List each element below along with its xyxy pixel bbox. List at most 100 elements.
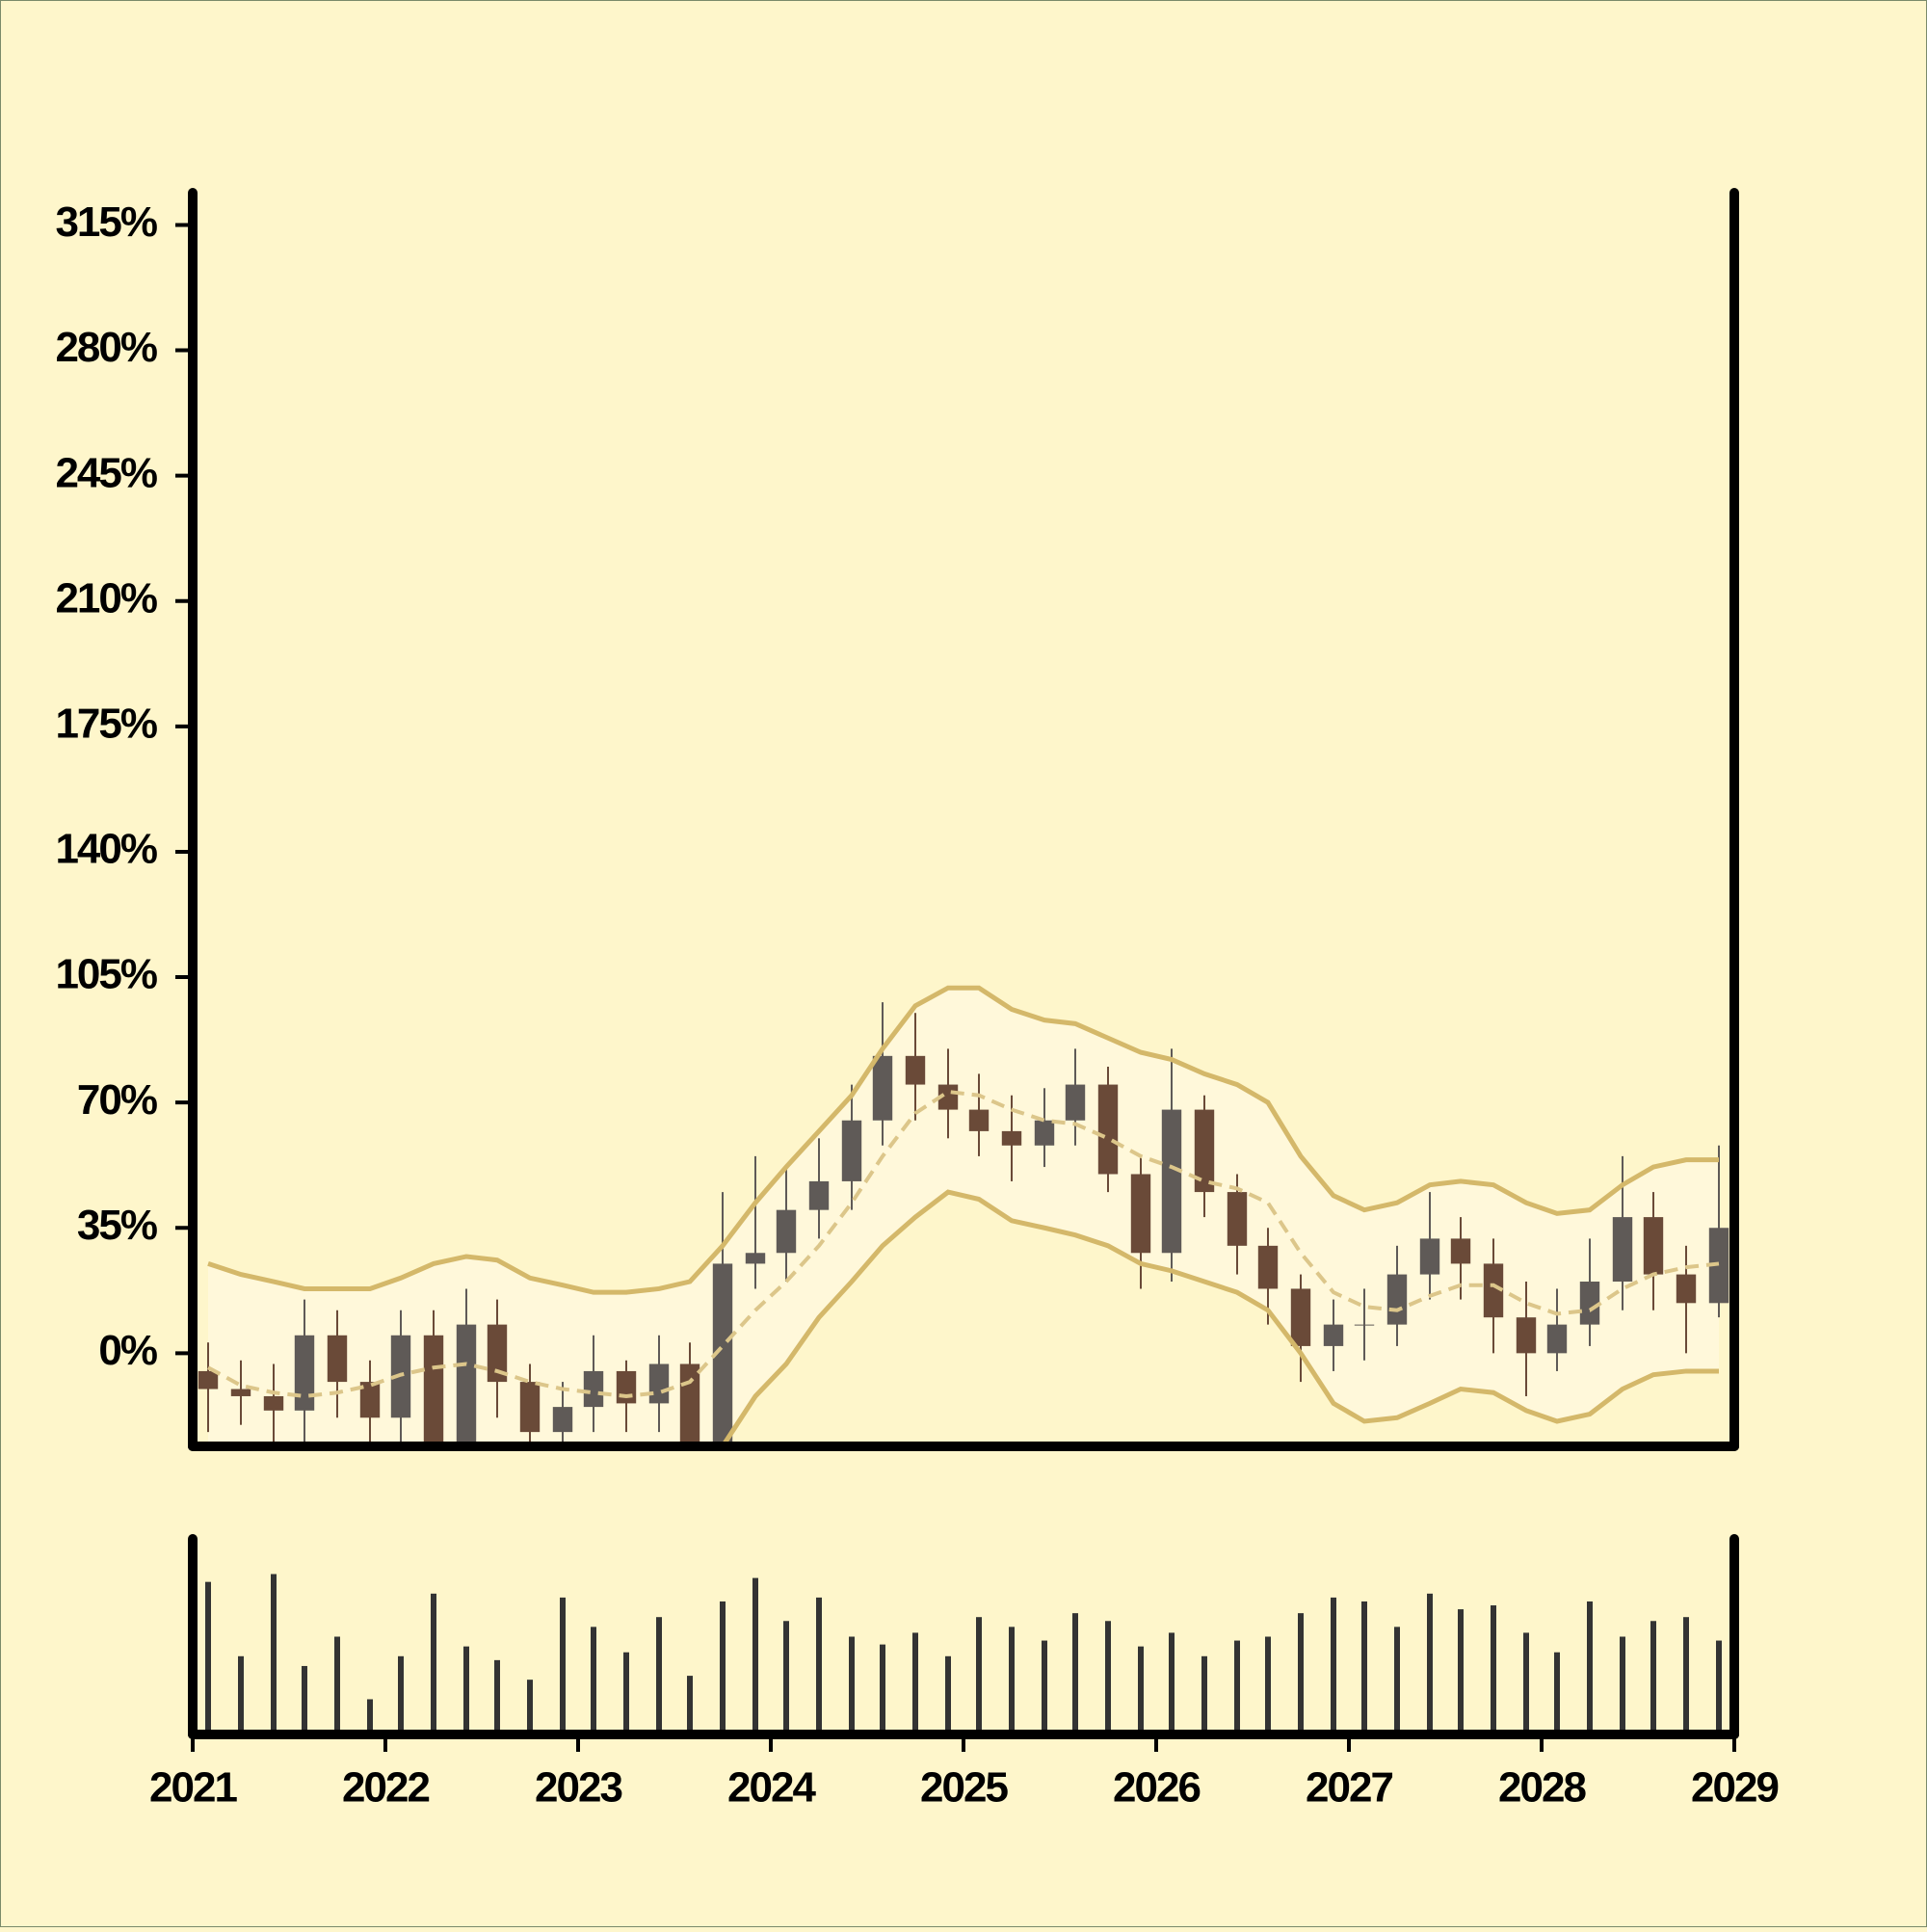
candle-body	[1323, 1324, 1344, 1346]
volume-bar	[1169, 1632, 1175, 1734]
candle-body	[905, 1055, 926, 1085]
volume-bar	[238, 1655, 244, 1734]
volume-bar	[494, 1659, 500, 1734]
y-tick-label: 105%	[55, 951, 156, 998]
candle-body	[1546, 1324, 1568, 1354]
x-tick-label: 2028	[1498, 1764, 1586, 1812]
candle-body	[776, 1209, 797, 1254]
volume-bar	[720, 1601, 726, 1734]
volume-bar	[1491, 1605, 1496, 1734]
candle-body	[1194, 1109, 1215, 1193]
volume-bar	[1331, 1597, 1336, 1734]
volume-bar	[752, 1577, 758, 1734]
candle-body	[487, 1324, 508, 1383]
candle-body	[1676, 1274, 1697, 1304]
volume-bar	[1523, 1632, 1529, 1734]
volume-bar	[367, 1699, 373, 1734]
candle-body	[1450, 1238, 1471, 1264]
candle-body	[359, 1382, 381, 1418]
volume-bar	[656, 1617, 662, 1734]
candle-body	[808, 1180, 830, 1210]
candle-body	[1483, 1263, 1504, 1318]
candle-body	[423, 1335, 444, 1443]
candle-body	[1419, 1238, 1440, 1275]
candle-body	[648, 1363, 670, 1404]
volume-bar	[1009, 1627, 1015, 1734]
lower-band	[719, 1189, 1719, 1446]
volume-bar	[1554, 1652, 1560, 1734]
candle-body	[1643, 1217, 1664, 1275]
y-tick-label: 245%	[55, 449, 156, 496]
y-tick-label: 0%	[98, 1327, 156, 1374]
candle-body	[745, 1253, 766, 1264]
y-tick-label: 210%	[55, 574, 156, 622]
candle-body	[198, 1370, 219, 1389]
volume-bar	[302, 1665, 307, 1734]
candle-body	[294, 1335, 315, 1411]
candle-body	[1612, 1217, 1633, 1283]
volume-bar	[1265, 1636, 1271, 1734]
upper-band	[207, 985, 1719, 1295]
volume-bar	[880, 1644, 885, 1734]
volume-bar	[1394, 1627, 1400, 1734]
volume-bar	[1105, 1621, 1111, 1734]
candle-body	[583, 1370, 604, 1408]
volume-bar	[463, 1646, 469, 1734]
candle-body	[1290, 1288, 1311, 1346]
volume-bar	[945, 1655, 951, 1734]
volume-bar	[1620, 1636, 1625, 1734]
candle-body	[1097, 1084, 1119, 1175]
candle-body	[1516, 1317, 1537, 1354]
volume-bar	[205, 1581, 211, 1734]
volume-bar	[1298, 1613, 1304, 1734]
volume-bar	[1587, 1601, 1593, 1734]
candle-body	[327, 1335, 348, 1383]
volume-area	[205, 1574, 1722, 1734]
candle-body	[712, 1263, 733, 1446]
x-tick-label: 2029	[1691, 1764, 1778, 1812]
candle-body	[1001, 1130, 1022, 1146]
x-tick-label: 2026	[1113, 1764, 1200, 1812]
candle-body	[456, 1324, 477, 1443]
y-tick-label: 175%	[55, 700, 156, 747]
volume-bar	[1072, 1613, 1078, 1734]
volume-bar	[1042, 1640, 1047, 1734]
volume-bar	[271, 1574, 277, 1734]
middle-band	[207, 1089, 1720, 1398]
volume-bar	[912, 1632, 918, 1734]
y-tick-label: 140%	[55, 826, 156, 873]
x-tick-label: 2024	[727, 1764, 816, 1812]
x-tick-label: 2027	[1306, 1764, 1392, 1812]
y-tick-label: 35%	[77, 1202, 157, 1249]
y-tick-label: 70%	[77, 1076, 157, 1124]
volume-bar	[816, 1597, 822, 1734]
candle-body	[1130, 1174, 1151, 1254]
volume-bar	[849, 1636, 855, 1734]
volume-bar	[431, 1593, 436, 1734]
candle-body	[1161, 1109, 1182, 1254]
x-tick-label: 2025	[920, 1764, 1008, 1812]
candle-body	[1579, 1282, 1600, 1325]
candle-body	[1065, 1084, 1086, 1121]
y-tick-label: 280%	[55, 324, 156, 371]
candle-body	[263, 1395, 284, 1411]
candle-body	[552, 1407, 573, 1433]
volume-bar	[1716, 1640, 1722, 1734]
candle-body	[230, 1389, 251, 1396]
volume-bar	[1361, 1601, 1367, 1734]
candle-body	[872, 1055, 893, 1121]
volume-bar	[398, 1655, 404, 1734]
candle-body	[519, 1382, 541, 1433]
volume-bar	[687, 1676, 693, 1734]
candle-body	[1034, 1120, 1055, 1146]
plot-area	[198, 985, 1729, 1446]
volume-bar	[560, 1597, 566, 1734]
volume-bar	[591, 1627, 596, 1734]
candle-body	[1354, 1324, 1375, 1326]
volume-bar	[1650, 1621, 1656, 1734]
volume-bar	[1427, 1593, 1433, 1734]
candle-body	[968, 1109, 990, 1131]
